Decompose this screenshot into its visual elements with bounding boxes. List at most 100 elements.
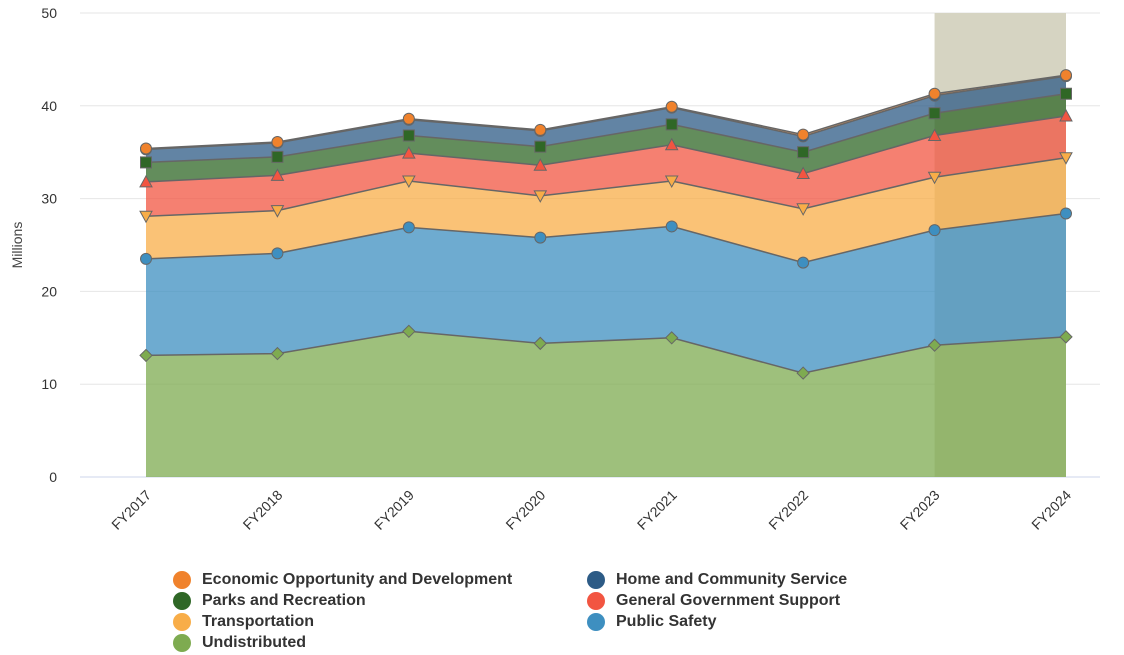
legend-label: Economic Opportunity and Development xyxy=(202,571,513,588)
area-public-safety xyxy=(146,213,1066,374)
legend-label: Public Safety xyxy=(616,613,717,630)
data-point[interactable] xyxy=(402,324,416,339)
y-tick-label: 30 xyxy=(41,191,57,207)
marker-layer xyxy=(139,69,1073,380)
series-line xyxy=(145,74,1067,150)
legend-swatch xyxy=(173,592,191,610)
x-tick-label: FY2024 xyxy=(1028,487,1074,533)
data-point[interactable] xyxy=(402,112,415,125)
legend-label: Undistributed xyxy=(202,634,306,651)
data-point[interactable] xyxy=(139,210,153,224)
y-tick-label: 0 xyxy=(49,469,57,485)
x-tick-label: FY2023 xyxy=(897,487,943,533)
data-point[interactable] xyxy=(1059,152,1073,165)
legend-item[interactable]: Home and Community Service xyxy=(587,570,847,590)
x-tick-label: FY2022 xyxy=(765,487,811,533)
legend-item[interactable]: General Government Support xyxy=(587,591,840,611)
legend-label: Parks and Recreation xyxy=(202,592,366,609)
x-tick-label: FY2020 xyxy=(502,487,548,533)
data-point[interactable] xyxy=(271,135,284,148)
data-point[interactable] xyxy=(270,205,285,218)
data-point[interactable] xyxy=(270,168,285,181)
data-point[interactable] xyxy=(139,174,153,188)
legend-item[interactable]: Undistributed xyxy=(173,633,306,653)
y-tick-label: 40 xyxy=(41,98,57,114)
y-axis-ticks: 0 10 20 30 40 50 xyxy=(41,5,57,485)
data-point[interactable] xyxy=(796,366,810,380)
data-point[interactable] xyxy=(139,348,153,363)
legend-swatch xyxy=(587,571,605,589)
legend-item[interactable]: Transportation xyxy=(173,612,314,632)
data-point[interactable] xyxy=(665,118,678,131)
series-line xyxy=(145,92,1067,164)
data-point[interactable] xyxy=(140,156,152,169)
y-tick-label: 10 xyxy=(41,376,57,392)
legend-item[interactable]: Public Safety xyxy=(587,612,716,632)
y-axis-title: Millions xyxy=(9,222,25,269)
legend-label: General Government Support xyxy=(616,592,841,609)
data-point[interactable] xyxy=(928,224,941,237)
data-point[interactable] xyxy=(664,137,679,151)
data-point[interactable] xyxy=(1060,87,1072,100)
data-point[interactable] xyxy=(533,190,548,203)
legend-swatch xyxy=(587,592,605,610)
legend-label: Home and Community Service xyxy=(616,571,848,588)
data-point[interactable] xyxy=(402,175,416,189)
data-point[interactable] xyxy=(665,220,678,233)
legend-swatch xyxy=(173,571,191,589)
data-point[interactable] xyxy=(665,331,679,345)
series-line xyxy=(145,330,1067,374)
data-point[interactable] xyxy=(1059,108,1073,122)
data-point[interactable] xyxy=(665,100,678,113)
series-line xyxy=(145,75,1067,151)
series-line xyxy=(145,115,1067,183)
legend-item[interactable]: Parks and Recreation xyxy=(173,591,366,611)
y-tick-label: 50 xyxy=(41,5,57,21)
data-point[interactable] xyxy=(140,252,152,265)
x-tick-label: FY2017 xyxy=(108,487,154,533)
data-point[interactable] xyxy=(271,247,284,260)
data-point[interactable] xyxy=(1059,330,1073,344)
y-tick-label: 20 xyxy=(41,283,57,299)
data-point[interactable] xyxy=(928,87,941,100)
series-line xyxy=(145,212,1067,264)
data-point[interactable] xyxy=(1060,69,1072,82)
data-point[interactable] xyxy=(402,129,415,142)
data-point[interactable] xyxy=(402,146,416,159)
data-point[interactable] xyxy=(927,128,942,141)
area-transportation xyxy=(146,157,1066,263)
area-undistributed xyxy=(146,331,1066,477)
data-point[interactable] xyxy=(927,338,942,352)
data-point[interactable] xyxy=(533,158,548,171)
data-point[interactable] xyxy=(796,166,810,180)
area-layer xyxy=(146,75,1066,477)
data-point[interactable] xyxy=(927,171,942,185)
data-point[interactable] xyxy=(797,256,810,269)
legend-swatch xyxy=(587,613,605,631)
data-point[interactable] xyxy=(797,146,810,159)
data-point[interactable] xyxy=(271,150,284,163)
data-point[interactable] xyxy=(664,175,679,189)
legend-swatch xyxy=(173,613,191,631)
area-general-government-support xyxy=(146,116,1066,217)
legend-item[interactable]: Economic Opportunity and Development xyxy=(173,570,512,590)
data-point[interactable] xyxy=(1060,207,1072,220)
data-point[interactable] xyxy=(140,142,152,155)
data-point[interactable] xyxy=(534,231,547,244)
legend-swatch xyxy=(173,634,191,652)
x-axis-ticks: FY2017 FY2018 FY2019 FY2020 FY2021 FY2022 FY20… xyxy=(108,487,1074,533)
data-point[interactable] xyxy=(534,123,547,136)
data-point[interactable] xyxy=(402,221,415,234)
area-parks-and-recreation xyxy=(146,93,1066,182)
data-point[interactable] xyxy=(534,140,547,153)
x-tick-label: FY2019 xyxy=(371,487,417,533)
data-point[interactable] xyxy=(270,346,285,361)
data-point[interactable] xyxy=(928,107,941,120)
data-point[interactable] xyxy=(533,336,547,351)
x-tick-label: FY2018 xyxy=(240,487,286,533)
data-point[interactable] xyxy=(796,203,810,216)
legend-label: Transportation xyxy=(202,613,315,630)
series-line xyxy=(145,157,1067,217)
data-point[interactable] xyxy=(797,128,810,141)
